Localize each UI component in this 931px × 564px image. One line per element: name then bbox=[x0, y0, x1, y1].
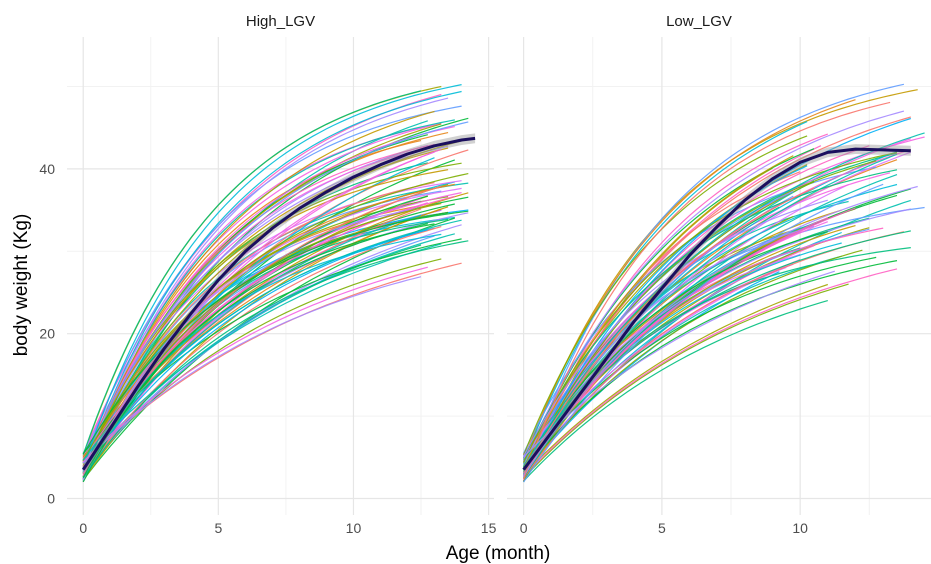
individual-growth-line bbox=[82, 229, 428, 471]
panel-1: High_LGV 0 5 10 15 0 20 40 bbox=[39, 13, 496, 536]
x-axis-title: Age (month) bbox=[446, 543, 551, 564]
individual-growth-line bbox=[523, 300, 828, 482]
individual-growth-line bbox=[523, 283, 828, 476]
individual-growth-line bbox=[82, 121, 469, 463]
individual-growth-line bbox=[523, 132, 925, 469]
mean-growth-line bbox=[81, 136, 476, 471]
individual-growth-line bbox=[523, 217, 829, 475]
x-tick-label: 10 bbox=[792, 520, 808, 536]
x-tick-label: 0 bbox=[79, 520, 87, 536]
individual-growth-line bbox=[523, 121, 808, 463]
individual-growth-line bbox=[82, 243, 442, 461]
individual-growth-line bbox=[523, 183, 884, 483]
individual-growth-line bbox=[523, 231, 828, 467]
individual-growth-line bbox=[82, 276, 422, 464]
individual-growth-line bbox=[82, 183, 449, 458]
individual-growth-line bbox=[82, 97, 449, 472]
individual-growth-line bbox=[523, 260, 898, 472]
individual-growth-line bbox=[82, 233, 442, 469]
individual-growth-line bbox=[82, 211, 449, 455]
individual-growth-line bbox=[523, 83, 905, 477]
panel-strip-label: Low_LGV bbox=[666, 13, 732, 30]
individual-growth-line bbox=[82, 240, 469, 479]
individual-growth-line bbox=[82, 162, 462, 461]
individual-growth-line bbox=[523, 110, 905, 462]
individual-growth-line bbox=[523, 169, 898, 458]
x-tick-label: 5 bbox=[214, 520, 222, 536]
individual-growth-line bbox=[82, 151, 435, 474]
individual-growth-line bbox=[82, 266, 428, 463]
individual-growth-line bbox=[82, 140, 422, 475]
individual-growth-line bbox=[82, 84, 462, 468]
y-axis-title: body weight (Kg) bbox=[11, 214, 32, 357]
individual-growth-line bbox=[523, 283, 849, 479]
x-tick-label: 5 bbox=[658, 520, 666, 536]
individual-growth-line bbox=[523, 101, 891, 480]
individual-growth-line bbox=[82, 90, 462, 473]
individual-growth-line bbox=[523, 208, 911, 459]
y-tick-label: 20 bbox=[39, 326, 55, 342]
individual-growth-line bbox=[523, 270, 835, 458]
individual-growth-line bbox=[82, 110, 435, 466]
individual-growth-line bbox=[523, 268, 898, 478]
individual-growth-line bbox=[82, 219, 462, 461]
individual-growth-line bbox=[523, 225, 856, 482]
x-tick-label: 15 bbox=[481, 520, 497, 536]
individual-growth-line bbox=[82, 207, 422, 481]
individual-growth-line bbox=[523, 165, 808, 474]
individual-growth-line bbox=[82, 173, 469, 461]
x-tick-label: 10 bbox=[346, 520, 362, 536]
individual-growth-line bbox=[82, 223, 435, 478]
y-tick-label: 40 bbox=[39, 161, 55, 177]
individual-growth-line bbox=[82, 192, 469, 458]
panel-strip-label: High_LGV bbox=[246, 13, 315, 30]
individual-growth-line bbox=[523, 187, 815, 474]
individual-growth-line bbox=[82, 126, 455, 467]
individual-growth-line bbox=[523, 256, 877, 470]
individual-growth-line bbox=[82, 144, 428, 471]
x-tick-label: 0 bbox=[520, 520, 528, 536]
individual-growth-line bbox=[523, 207, 856, 469]
individual-growth-line bbox=[82, 226, 442, 475]
individual-growth-line bbox=[523, 155, 794, 470]
mean-growth-line bbox=[522, 147, 911, 471]
individual-growth-line bbox=[82, 90, 422, 455]
y-tick-label: 0 bbox=[47, 491, 55, 507]
individual-growth-line bbox=[523, 174, 898, 478]
